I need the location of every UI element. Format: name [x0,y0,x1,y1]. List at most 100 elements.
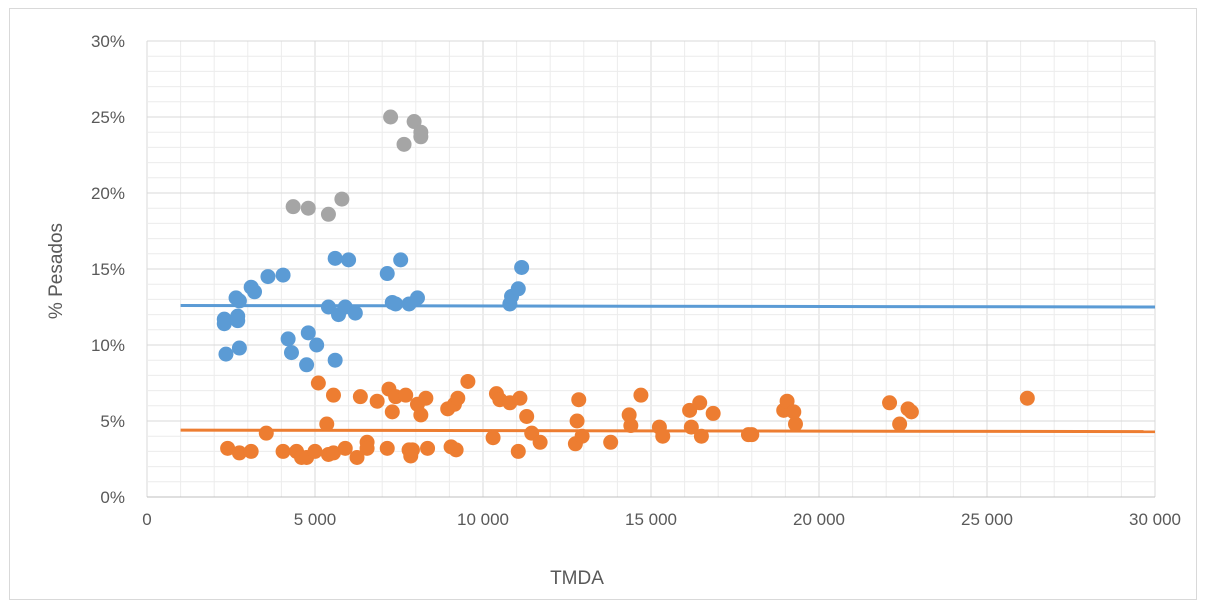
data-point [320,206,336,222]
data-point [413,129,429,145]
data-points [216,109,1035,465]
data-point [574,428,590,444]
data-point [393,252,409,268]
data-point [280,331,296,347]
data-point [404,442,420,458]
data-point [406,114,422,130]
x-tick-label: 0 [142,510,151,529]
data-point [327,352,343,368]
data-point [744,427,760,443]
data-point [218,346,234,362]
data-point [460,373,476,389]
trend-lines [180,303,1156,434]
data-point [409,290,425,306]
data-point [258,425,274,441]
scatter-chart: 0 5 000 10 000 15 000 20 000 25 000 30 000 0% 5… [46,32,1181,589]
data-point [275,443,291,459]
x-tick-label: 5 000 [294,510,337,529]
data-point [216,316,232,332]
data-point [307,443,323,459]
data-point [243,443,259,459]
grid [146,40,1156,498]
data-point [693,428,709,444]
y-tick-labels: 0% 5% 10% 15% 20% 25% 30% [91,32,125,507]
data-point [285,199,301,215]
data-point [275,267,291,283]
data-point [485,430,501,446]
data-point [633,387,649,403]
data-point [571,392,587,408]
data-point [325,445,341,461]
data-point [379,266,395,282]
data-point [319,416,335,432]
data-point [247,284,263,300]
data-point [448,442,464,458]
data-point [388,296,404,312]
data-point [299,357,315,373]
data-point [512,390,528,406]
data-point [510,281,526,297]
data-point [334,191,350,207]
data-point [519,408,535,424]
data-point [231,340,247,356]
data-point [1019,390,1035,406]
x-tick-labels: 0 5 000 10 000 15 000 20 000 25 000 30 000 [142,510,1181,529]
data-point [655,428,671,444]
data-point [349,449,365,465]
data-point [300,325,316,341]
data-point [220,440,236,456]
data-point [420,440,436,456]
data-point [309,337,325,353]
data-point [418,390,434,406]
data-point [369,393,385,409]
data-point [347,305,363,321]
data-point [510,443,526,459]
y-axis-title: % Pesados [46,223,67,319]
data-point [398,387,414,403]
data-point [903,404,919,420]
data-point [532,434,548,450]
x-tick-label: 10 000 [457,510,509,529]
data-point [623,418,639,434]
data-point [692,395,708,411]
data-point [352,389,368,405]
data-point [325,387,341,403]
x-tick-label: 30 000 [1129,510,1181,529]
data-point [341,252,357,268]
chart-frame: 0 5 000 10 000 15 000 20 000 25 000 30 000 0% 5… [9,8,1197,600]
data-point [779,393,795,409]
data-point [230,313,246,329]
data-point [450,390,466,406]
y-tick-label: 30% [91,32,125,51]
y-tick-label: 10% [91,336,125,355]
data-point [882,395,898,411]
data-point [327,250,343,266]
data-point [786,404,802,420]
data-point [603,434,619,450]
data-point [892,416,908,432]
data-point [384,404,400,420]
y-tick-label: 15% [91,260,125,279]
y-tick-label: 5% [100,412,125,431]
data-point [310,375,326,391]
data-point [787,416,803,432]
data-point [260,269,276,285]
data-point [231,293,247,309]
y-tick-label: 25% [91,108,125,127]
data-point [359,440,375,456]
data-point [514,259,530,275]
x-tick-label: 25 000 [961,510,1013,529]
data-point [300,200,316,216]
data-point [683,419,699,435]
data-point [569,413,585,429]
y-tick-label: 20% [91,184,125,203]
data-point [383,109,399,125]
data-point [337,440,353,456]
data-point [283,345,299,361]
y-tick-label: 0% [100,488,125,507]
data-point [396,136,412,152]
data-point [231,445,247,461]
data-point [705,405,721,421]
data-point [413,407,429,423]
x-tick-label: 20 000 [793,510,845,529]
